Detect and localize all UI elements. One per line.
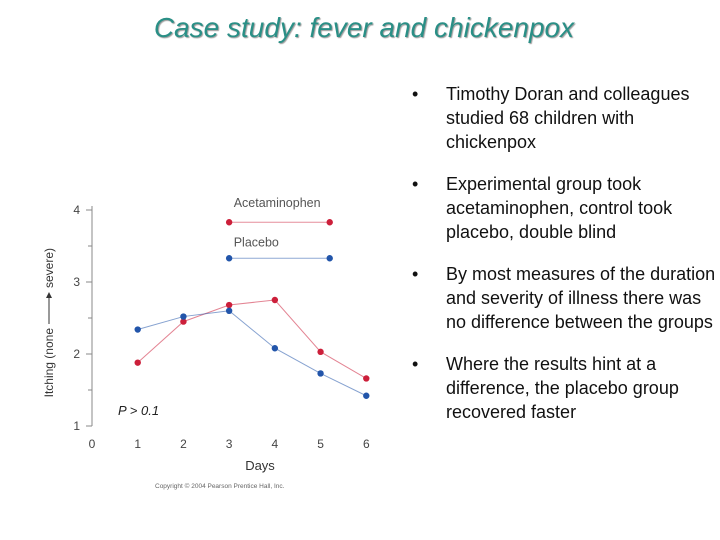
data-point-placebo [225, 307, 233, 314]
data-point-placebo [134, 326, 141, 333]
bullet-item: • Where the results hint at a difference,… [412, 352, 717, 424]
bullet-text: By most measures of the duration and sev… [446, 264, 716, 332]
bullet-symbol: • [412, 354, 419, 374]
bullet-list: • Timothy Doran and colleagues studied 68… [412, 82, 717, 442]
y-tick-label: 1 [73, 419, 80, 433]
y-tick-label: 3 [73, 275, 80, 289]
data-point-placebo [317, 370, 324, 377]
x-tick-label: 5 [317, 437, 324, 451]
copyright-text: Copyright © 2004 Pearson Prentice Hall, … [155, 482, 285, 490]
y-tick-label: 4 [73, 203, 80, 217]
x-tick-label: 4 [272, 437, 279, 451]
x-tick-label: 0 [89, 437, 96, 451]
data-point-acetaminophen [317, 348, 324, 356]
x-tick-label: 1 [134, 437, 141, 451]
bullet-text: Experimental group took acetaminophen, c… [446, 174, 673, 242]
slide-title: Case study: fever and chickenpox [153, 12, 575, 43]
y-axis-label: Itching (none [42, 328, 56, 398]
bullet-symbol: • [412, 84, 419, 104]
bullet-text: Timothy Doran and colleagues studied 68 … [446, 84, 690, 152]
data-point-acetaminophen [180, 318, 187, 325]
legend-marker-placebo [225, 255, 233, 262]
series-line-acetaminophen [137, 299, 367, 379]
bullet-item: • Experimental group took acetaminophen, … [412, 172, 717, 244]
p-value-annotation: P > 0.1 [118, 403, 159, 418]
data-point-acetaminophen [363, 375, 370, 382]
legend-label-placebo: Placebo [234, 235, 279, 249]
bullet-text: Where the results hint at a difference, … [446, 354, 679, 422]
x-tick-label: 6 [363, 437, 370, 451]
bullet-symbol: • [412, 264, 419, 284]
x-tick-label: 2 [180, 437, 187, 451]
data-point-placebo [363, 392, 370, 399]
series-line-placebo [137, 310, 367, 397]
data-point-acetaminophen [225, 301, 233, 309]
legend-marker-acetaminophen [326, 219, 333, 226]
legend-marker-acetaminophen [225, 219, 233, 226]
data-point-placebo [180, 313, 187, 320]
data-point-acetaminophen [134, 359, 141, 366]
data-point-acetaminophen [271, 296, 279, 304]
y-axis-label-arrowhead [46, 292, 52, 298]
legend-marker-placebo [326, 255, 333, 262]
bullet-item: • Timothy Doran and colleagues studied 68… [412, 82, 717, 154]
legend-label-acetaminophen: Acetaminophen [234, 196, 321, 210]
x-axis-label: Days [245, 458, 275, 473]
x-tick-label: 3 [226, 437, 233, 451]
data-point-placebo [271, 345, 279, 352]
bullet-item: • By most measures of the duration and se… [412, 262, 717, 334]
y-tick-label: 2 [73, 347, 80, 361]
bullet-symbol: • [412, 174, 419, 194]
y-axis-label-severe: severe) [42, 248, 56, 288]
